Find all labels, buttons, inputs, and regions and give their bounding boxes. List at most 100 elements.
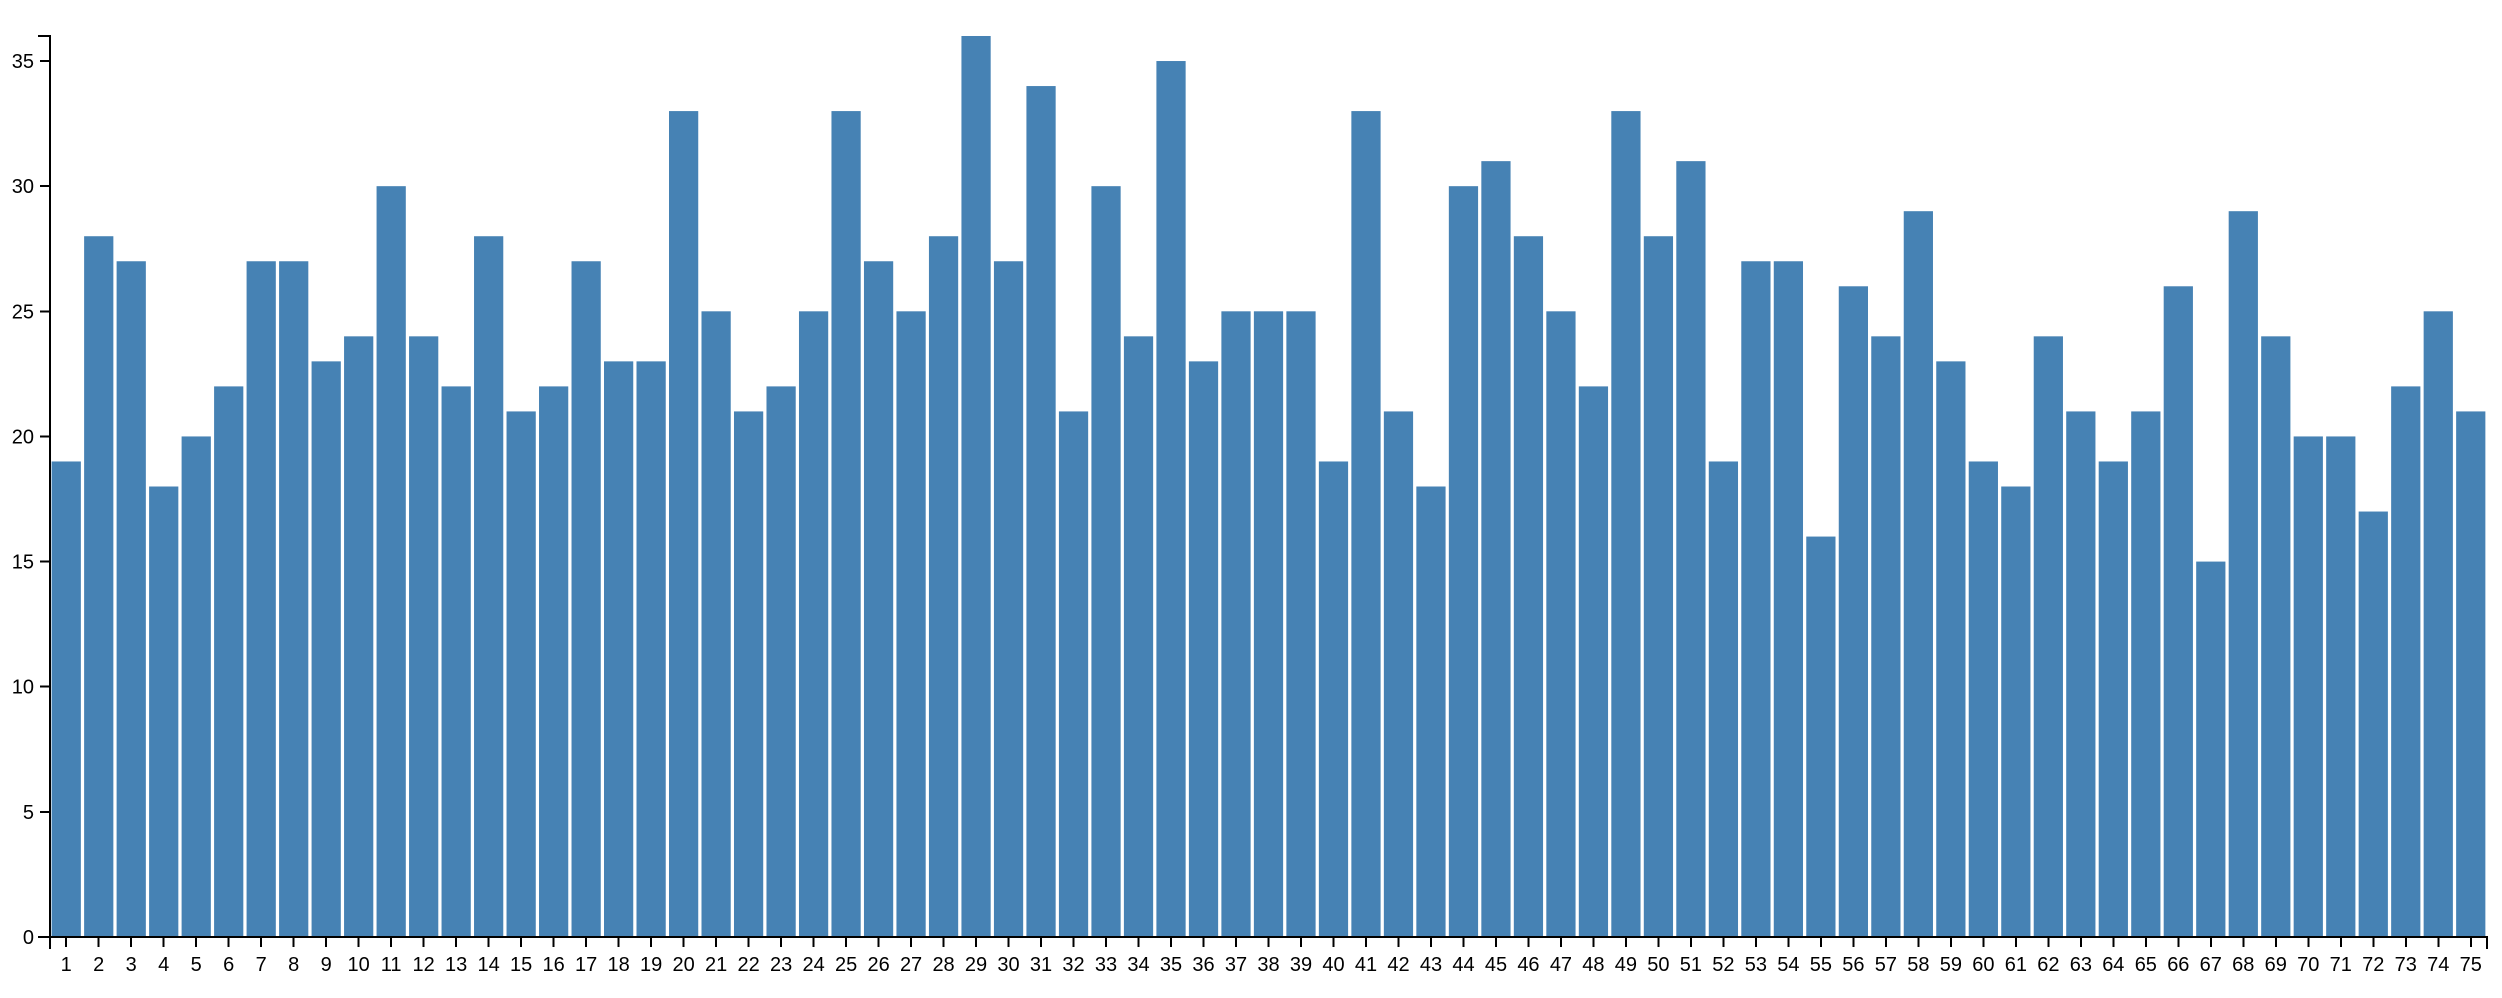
bar-42 bbox=[1383, 411, 1414, 937]
y-tick-label-10: 10 bbox=[12, 677, 34, 699]
x-tick-label-30: 30 bbox=[997, 954, 1019, 976]
bar-1 bbox=[51, 461, 81, 937]
bar-15 bbox=[506, 411, 536, 937]
x-tick-label-73: 73 bbox=[2395, 954, 2417, 976]
x-tick-label-37: 37 bbox=[1225, 954, 1247, 976]
bar-70 bbox=[2293, 436, 2323, 937]
bars-group bbox=[51, 36, 2486, 938]
bar-39 bbox=[1286, 311, 1316, 937]
bar-62 bbox=[2033, 336, 2063, 938]
bar-35 bbox=[1156, 61, 1186, 937]
bar-41 bbox=[1351, 111, 1381, 937]
y-tick-label-0: 0 bbox=[23, 927, 34, 949]
bar-53 bbox=[1741, 261, 1771, 937]
bar-29 bbox=[961, 36, 991, 937]
x-tick-label-43: 43 bbox=[1420, 954, 1442, 976]
x-tick-label-65: 65 bbox=[2135, 954, 2157, 976]
x-tick-label-18: 18 bbox=[608, 954, 630, 976]
bar-65 bbox=[2131, 411, 2161, 937]
x-tick-label-20: 20 bbox=[672, 954, 694, 976]
x-tick-label-15: 15 bbox=[510, 954, 532, 976]
x-tick-label-4: 4 bbox=[158, 954, 169, 976]
x-tick-label-24: 24 bbox=[802, 954, 824, 976]
bar-8 bbox=[279, 261, 309, 937]
x-tick-label-53: 53 bbox=[1745, 954, 1767, 976]
bar-18 bbox=[604, 361, 634, 937]
bar-14 bbox=[474, 236, 504, 938]
bar-66 bbox=[2163, 286, 2193, 937]
bar-28 bbox=[928, 236, 959, 938]
bar-10 bbox=[344, 336, 374, 938]
x-tick-label-62: 62 bbox=[2037, 954, 2059, 976]
x-tick-label-35: 35 bbox=[1160, 954, 1182, 976]
bar-64 bbox=[2098, 461, 2128, 937]
x-tick-label-44: 44 bbox=[1452, 954, 1474, 976]
x-tick-label-14: 14 bbox=[478, 954, 500, 976]
x-tick-label-22: 22 bbox=[737, 954, 759, 976]
x-tick-label-48: 48 bbox=[1582, 954, 1604, 976]
x-tick-label-34: 34 bbox=[1127, 954, 1149, 976]
x-tick-label-57: 57 bbox=[1875, 954, 1897, 976]
x-tick-label-36: 36 bbox=[1192, 954, 1214, 976]
bar-44 bbox=[1448, 186, 1479, 938]
bar-11 bbox=[376, 186, 406, 938]
bar-57 bbox=[1871, 336, 1901, 938]
x-tick-label-49: 49 bbox=[1615, 954, 1637, 976]
bar-56 bbox=[1838, 286, 1868, 937]
bar-30 bbox=[993, 261, 1024, 937]
x-tick-label-5: 5 bbox=[191, 954, 202, 976]
x-tick-label-16: 16 bbox=[543, 954, 565, 976]
bar-24 bbox=[798, 311, 829, 937]
bar-51 bbox=[1676, 161, 1706, 937]
x-tick-label-1: 1 bbox=[61, 954, 72, 976]
bar-16 bbox=[539, 386, 569, 937]
x-tick-label-40: 40 bbox=[1322, 954, 1344, 976]
bar-32 bbox=[1058, 411, 1089, 937]
x-tick-label-64: 64 bbox=[2102, 954, 2124, 976]
x-tick-label-31: 31 bbox=[1030, 954, 1052, 976]
bar-20 bbox=[669, 111, 699, 937]
x-tick-label-51: 51 bbox=[1680, 954, 1702, 976]
bar-73 bbox=[2391, 386, 2421, 937]
x-tick-label-56: 56 bbox=[1842, 954, 1864, 976]
bar-48 bbox=[1578, 386, 1609, 937]
x-tick-label-17: 17 bbox=[575, 954, 597, 976]
y-axis-line bbox=[38, 35, 51, 938]
x-tick-label-25: 25 bbox=[835, 954, 857, 976]
bar-33 bbox=[1091, 186, 1121, 938]
x-tick-label-12: 12 bbox=[413, 954, 435, 976]
bar-17 bbox=[571, 261, 601, 937]
x-tick-label-27: 27 bbox=[900, 954, 922, 976]
x-tick-label-63: 63 bbox=[2070, 954, 2092, 976]
bar-69 bbox=[2261, 336, 2291, 938]
x-tick-label-66: 66 bbox=[2167, 954, 2189, 976]
x-tick-label-42: 42 bbox=[1387, 954, 1409, 976]
bar-71 bbox=[2326, 436, 2356, 937]
x-tick-label-72: 72 bbox=[2362, 954, 2384, 976]
x-tick-label-8: 8 bbox=[288, 954, 299, 976]
bar-58 bbox=[1903, 211, 1933, 937]
x-tick-label-59: 59 bbox=[1940, 954, 1962, 976]
x-tick-label-26: 26 bbox=[867, 954, 889, 976]
x-tick-label-21: 21 bbox=[705, 954, 727, 976]
x-axis: 1 2 3 4 5 6 7 8 9 10 11 12 13 14 15 16 17 18 19 20 21 22 23 24 2… bbox=[49, 936, 2488, 976]
x-tick-label-13: 13 bbox=[445, 954, 467, 976]
bar-13 bbox=[441, 386, 471, 937]
x-tick-label-11: 11 bbox=[381, 954, 402, 976]
bar-55 bbox=[1806, 536, 1836, 937]
bar-67 bbox=[2196, 561, 2226, 937]
bar-43 bbox=[1416, 486, 1446, 937]
x-tick-label-70: 70 bbox=[2297, 954, 2319, 976]
bar-26 bbox=[863, 261, 894, 937]
bar-9 bbox=[311, 361, 341, 937]
bar-7 bbox=[246, 261, 276, 937]
x-tick-label-7: 7 bbox=[256, 954, 267, 976]
x-tick-label-19: 19 bbox=[640, 954, 662, 976]
x-tick-label-58: 58 bbox=[1907, 954, 1929, 976]
bar-74 bbox=[2423, 311, 2453, 937]
bar-25 bbox=[831, 111, 861, 937]
x-tick-label-74: 74 bbox=[2427, 954, 2449, 976]
y-tick-label-30: 30 bbox=[12, 176, 34, 198]
bar-37 bbox=[1221, 311, 1251, 937]
